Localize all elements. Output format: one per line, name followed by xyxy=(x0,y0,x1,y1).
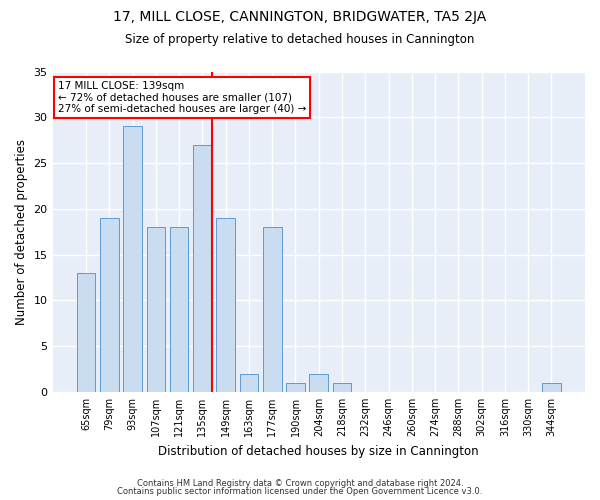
Bar xyxy=(77,273,95,392)
Bar xyxy=(263,227,281,392)
Bar xyxy=(333,383,352,392)
Text: Contains public sector information licensed under the Open Government Licence v3: Contains public sector information licen… xyxy=(118,487,482,496)
Y-axis label: Number of detached properties: Number of detached properties xyxy=(15,138,28,324)
Bar xyxy=(310,374,328,392)
Bar xyxy=(146,227,165,392)
Text: Size of property relative to detached houses in Cannington: Size of property relative to detached ho… xyxy=(125,32,475,46)
X-axis label: Distribution of detached houses by size in Cannington: Distribution of detached houses by size … xyxy=(158,444,479,458)
Bar xyxy=(123,126,142,392)
Bar xyxy=(286,383,305,392)
Text: Contains HM Land Registry data © Crown copyright and database right 2024.: Contains HM Land Registry data © Crown c… xyxy=(137,478,463,488)
Text: 17 MILL CLOSE: 139sqm
← 72% of detached houses are smaller (107)
27% of semi-det: 17 MILL CLOSE: 139sqm ← 72% of detached … xyxy=(58,81,306,114)
Bar xyxy=(542,383,561,392)
Bar xyxy=(193,144,212,392)
Bar xyxy=(170,227,188,392)
Bar xyxy=(100,218,119,392)
Bar xyxy=(239,374,258,392)
Bar xyxy=(217,218,235,392)
Text: 17, MILL CLOSE, CANNINGTON, BRIDGWATER, TA5 2JA: 17, MILL CLOSE, CANNINGTON, BRIDGWATER, … xyxy=(113,10,487,24)
